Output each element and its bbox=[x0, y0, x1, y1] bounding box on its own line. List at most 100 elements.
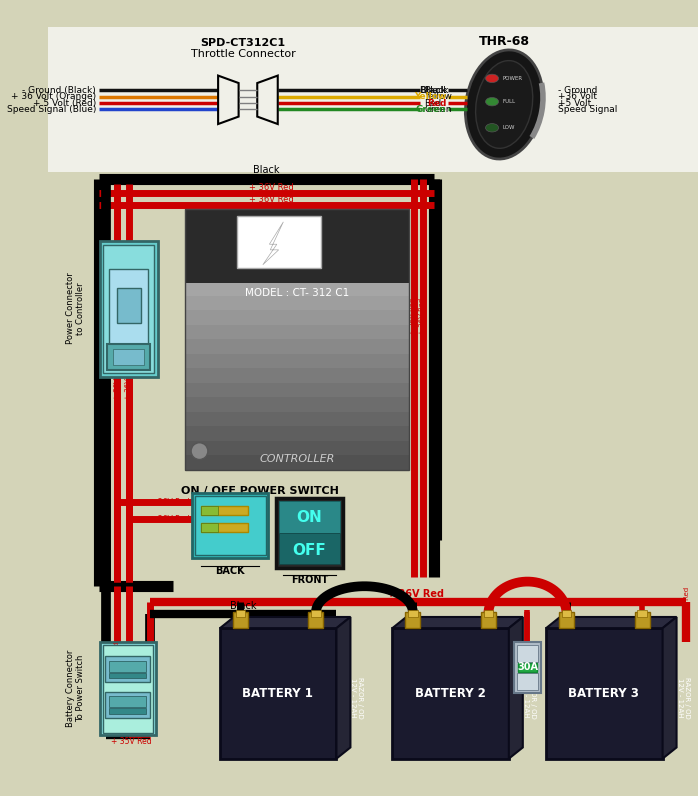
Ellipse shape bbox=[486, 74, 498, 83]
Text: Black: Black bbox=[253, 166, 280, 175]
Text: Yellow: Yellow bbox=[424, 92, 452, 101]
Bar bbox=[186, 455, 409, 470]
Text: Red: Red bbox=[424, 99, 441, 107]
Text: + 36V Red: + 36V Red bbox=[419, 298, 425, 334]
Bar bbox=[100, 241, 158, 377]
Bar bbox=[105, 692, 150, 718]
Bar bbox=[186, 281, 409, 297]
Bar bbox=[186, 310, 409, 326]
Bar bbox=[186, 441, 409, 456]
Bar bbox=[117, 288, 141, 323]
Bar bbox=[559, 612, 574, 628]
Bar bbox=[237, 217, 320, 267]
Bar bbox=[201, 523, 218, 533]
Text: BACK: BACK bbox=[216, 566, 245, 576]
Bar bbox=[47, 27, 698, 172]
Text: Speed Signal: Speed Signal bbox=[558, 104, 618, 114]
Bar bbox=[186, 427, 409, 442]
Text: BATTERY 3: BATTERY 3 bbox=[568, 687, 639, 700]
Bar bbox=[309, 612, 323, 628]
Text: 30A: 30A bbox=[517, 662, 538, 673]
Text: CONTROLLER: CONTROLLER bbox=[260, 454, 335, 463]
Bar bbox=[186, 325, 409, 340]
Text: - Ground: - Ground bbox=[558, 86, 597, 95]
Polygon shape bbox=[263, 222, 283, 265]
Text: MODEL : CT- 312 C1: MODEL : CT- 312 C1 bbox=[245, 287, 350, 298]
Text: OFF: OFF bbox=[292, 544, 326, 558]
Bar bbox=[47, 172, 698, 600]
Bar bbox=[201, 506, 218, 515]
Text: Black: Black bbox=[103, 371, 112, 392]
Ellipse shape bbox=[486, 97, 498, 106]
Text: ON: ON bbox=[297, 509, 322, 525]
Bar bbox=[634, 612, 650, 628]
Bar bbox=[233, 612, 248, 628]
Text: +36 Volt: +36 Volt bbox=[558, 92, 597, 101]
Bar bbox=[186, 209, 409, 283]
Text: + 36V Red: + 36V Red bbox=[410, 298, 415, 334]
Text: LOW: LOW bbox=[503, 125, 515, 131]
Ellipse shape bbox=[466, 50, 543, 159]
Bar bbox=[546, 628, 662, 759]
Bar bbox=[113, 349, 144, 365]
Text: Red: Red bbox=[427, 99, 447, 107]
Bar bbox=[186, 296, 409, 311]
Bar bbox=[186, 383, 409, 398]
Bar bbox=[276, 498, 343, 568]
Text: + 36V Red: + 36V Red bbox=[114, 642, 120, 679]
Bar bbox=[392, 628, 509, 759]
Text: FRONT: FRONT bbox=[291, 575, 328, 585]
Text: THR-68: THR-68 bbox=[479, 34, 530, 48]
Text: +5 Volt: +5 Volt bbox=[558, 99, 591, 107]
Bar bbox=[220, 628, 336, 759]
Polygon shape bbox=[392, 617, 523, 628]
Text: BATTERY 2: BATTERY 2 bbox=[415, 687, 486, 700]
Bar bbox=[311, 610, 320, 617]
Text: Green: Green bbox=[416, 104, 447, 114]
Bar bbox=[186, 252, 409, 267]
Text: + 36 Volt (Orange): + 36 Volt (Orange) bbox=[11, 92, 96, 101]
Text: Black: Black bbox=[431, 306, 440, 326]
Bar bbox=[109, 708, 147, 714]
Polygon shape bbox=[546, 617, 676, 628]
Text: BATTERY 1: BATTERY 1 bbox=[242, 687, 313, 700]
Bar bbox=[514, 642, 540, 693]
Bar bbox=[109, 661, 147, 672]
Text: Speed Signal (Blue): Speed Signal (Blue) bbox=[7, 104, 96, 114]
Bar bbox=[518, 662, 537, 672]
Bar bbox=[105, 656, 150, 682]
Bar bbox=[195, 496, 266, 556]
Bar bbox=[186, 353, 409, 369]
Text: RAZOR / OD
12V - 12AH: RAZOR / OD 12V - 12AH bbox=[676, 677, 690, 719]
Text: + 36V Red: + 36V Red bbox=[683, 587, 690, 623]
Text: Black: Black bbox=[419, 86, 447, 95]
Text: + 36V Red: + 36V Red bbox=[126, 363, 131, 400]
Bar bbox=[236, 610, 245, 617]
Bar bbox=[406, 612, 420, 628]
Bar bbox=[408, 610, 417, 617]
Bar bbox=[562, 610, 571, 617]
Text: Power Connector
to Controller: Power Connector to Controller bbox=[66, 273, 85, 345]
Bar bbox=[186, 397, 409, 412]
Ellipse shape bbox=[486, 123, 498, 132]
Bar bbox=[517, 673, 537, 689]
Ellipse shape bbox=[475, 60, 533, 148]
Bar bbox=[186, 209, 409, 470]
Bar bbox=[517, 645, 537, 661]
Text: + 35V Red: + 35V Red bbox=[111, 737, 151, 746]
Text: SPD-CT312C1: SPD-CT312C1 bbox=[201, 38, 286, 49]
Text: RAZOR / OD
12V - 12AH: RAZOR / OD 12V - 12AH bbox=[350, 677, 364, 719]
Text: - Ground (Black): - Ground (Black) bbox=[22, 86, 96, 95]
Text: FULL: FULL bbox=[503, 100, 515, 104]
Polygon shape bbox=[336, 617, 350, 759]
Text: + 36V Red: + 36V Red bbox=[149, 498, 189, 507]
Text: Battery Connector
To Power Switch: Battery Connector To Power Switch bbox=[66, 650, 85, 728]
Bar bbox=[186, 267, 409, 283]
Bar bbox=[186, 412, 409, 427]
Text: RAZOR / OD
12V - 12AH: RAZOR / OD 12V - 12AH bbox=[523, 677, 536, 719]
Text: Black: Black bbox=[230, 602, 257, 611]
Bar bbox=[279, 533, 340, 564]
Polygon shape bbox=[509, 617, 523, 759]
Bar bbox=[47, 591, 698, 769]
Text: + 36V Red: + 36V Red bbox=[387, 589, 444, 599]
